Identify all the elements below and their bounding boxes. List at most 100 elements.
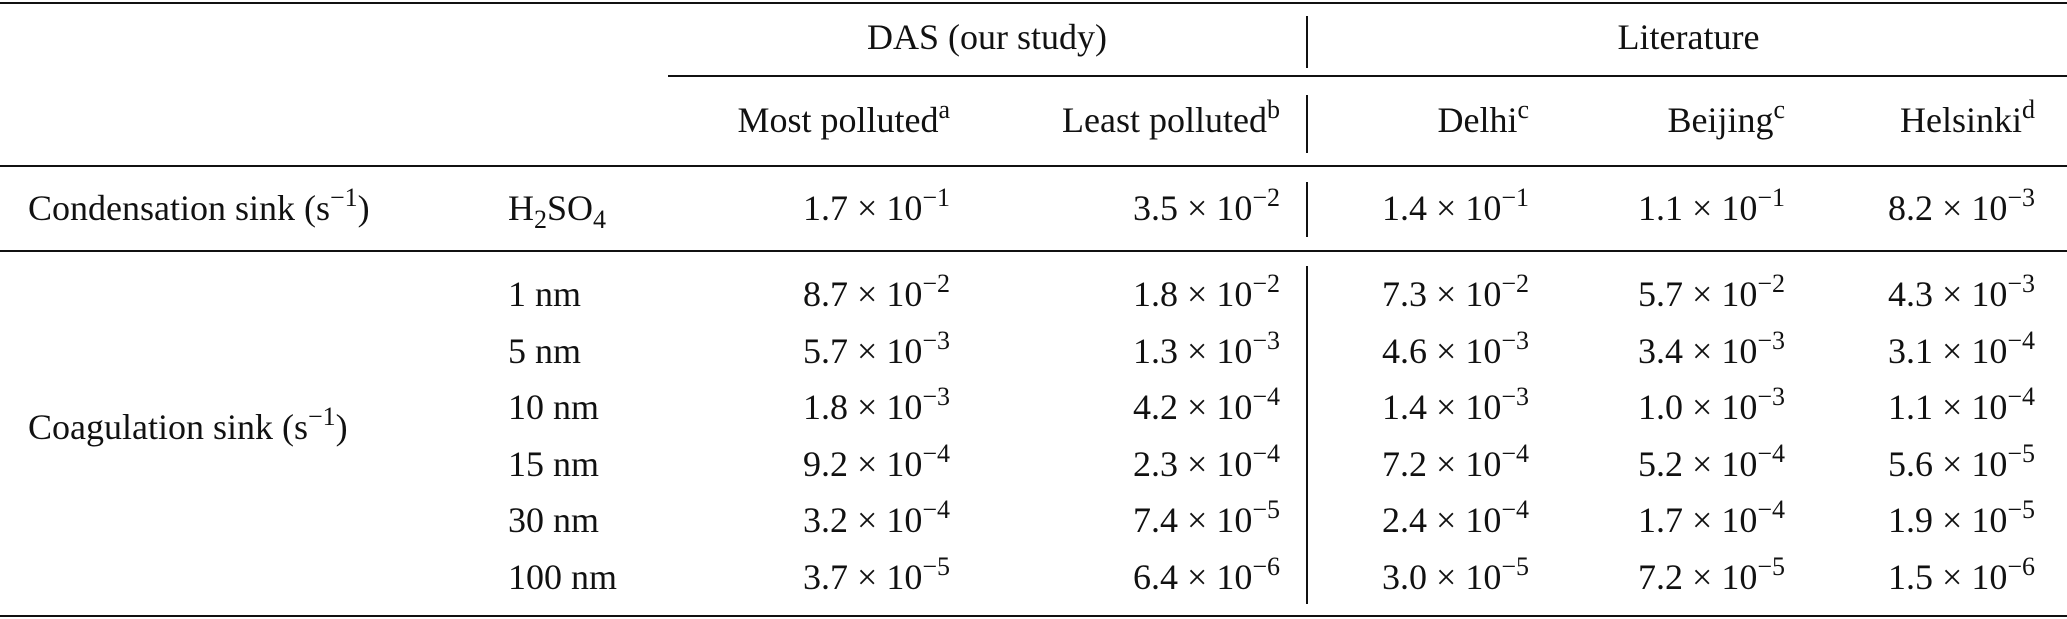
mantissa: 1.1 (1888, 387, 1943, 427)
coagulation-beijing-cell: 5.2 × 10−4 (1638, 441, 1785, 486)
times-ten: × 10 (1942, 444, 2008, 484)
exponent: −1 (922, 183, 950, 212)
coagulation-helsinki-cell: 4.3 × 10−3 (1888, 269, 2035, 316)
times-ten: × 10 (1436, 331, 1502, 371)
mantissa: 5.6 (1888, 444, 1943, 484)
condensation-least-polluted-cell: 3.5 × 10−2 (1133, 183, 1280, 230)
exponent: −5 (2007, 495, 2035, 524)
times-ten: × 10 (1692, 188, 1758, 228)
coagulation-delhi-cell: 7.2 × 10−4 (1382, 441, 1529, 486)
mantissa: 3.1 (1888, 331, 1943, 371)
exponent: −4 (2007, 382, 2035, 411)
coagulation-beijing-cell: 7.2 × 10−5 (1638, 554, 1785, 599)
times-ten: × 10 (1942, 188, 2008, 228)
times-ten: × 10 (1942, 274, 2008, 314)
exponent: −4 (2007, 326, 2035, 355)
exponent: −3 (2007, 269, 2035, 298)
mantissa: 3.0 (1382, 557, 1437, 597)
exponent: −3 (1501, 382, 1529, 411)
header-bottom-rule (0, 165, 2067, 167)
mantissa: 3.5 (1133, 188, 1188, 228)
group-header-das: DAS (our study) (867, 17, 1107, 57)
mantissa: 1.4 (1382, 188, 1437, 228)
coagulation-delhi-cell: 4.6 × 10−3 (1382, 328, 1529, 373)
times-ten: × 10 (1187, 500, 1253, 540)
condensation-species: H2SO4 (508, 188, 607, 234)
times-ten: × 10 (1436, 500, 1502, 540)
mantissa: 1.0 (1638, 387, 1693, 427)
column-header-beijing: Beijingc (1667, 95, 1785, 141)
mantissa: 7.2 (1638, 557, 1693, 597)
mantissa: 1.8 (1133, 274, 1188, 314)
coagulation-least-polluted-cell: 1.3 × 10−3 (1133, 328, 1280, 373)
exponent: −4 (1252, 439, 1280, 468)
mantissa: 4.3 (1888, 274, 1943, 314)
times-ten: × 10 (857, 500, 923, 540)
exponent: −5 (1501, 552, 1529, 581)
mantissa: 3.7 (803, 557, 858, 597)
times-ten: × 10 (1942, 387, 2008, 427)
exponent: −4 (1757, 495, 1785, 524)
times-ten: × 10 (1187, 331, 1253, 371)
mantissa: 2.4 (1382, 500, 1437, 540)
coagulation-least-polluted-cell: 6.4 × 10−6 (1133, 554, 1280, 599)
times-ten: × 10 (1436, 274, 1502, 314)
times-ten: × 10 (1942, 500, 2008, 540)
coagulation-most-polluted-cell: 3.7 × 10−5 (803, 554, 950, 599)
particle-size-label: 100 nm (508, 557, 618, 597)
times-ten: × 10 (1942, 557, 2008, 597)
mantissa: 5.7 (803, 331, 858, 371)
particle-size-label: 10 nm (508, 387, 600, 427)
coagulation-least-polluted-cell: 1.8 × 10−2 (1133, 269, 1280, 316)
coagulation-helsinki-cell: 1.1 × 10−4 (1888, 382, 2035, 429)
times-ten: × 10 (1187, 188, 1253, 228)
coagulation-beijing-cell: 5.7 × 10−2 (1638, 271, 1785, 316)
exponent: −6 (2007, 552, 2035, 581)
particle-size-label: 30 nm (508, 500, 600, 540)
mantissa: 1.7 (1638, 500, 1693, 540)
times-ten: × 10 (1942, 331, 2008, 371)
coagulation-least-polluted-cell: 4.2 × 10−4 (1133, 384, 1280, 429)
times-ten: × 10 (1436, 444, 1502, 484)
mantissa: 5.2 (1638, 444, 1693, 484)
exponent: −5 (2007, 439, 2035, 468)
times-ten: × 10 (1692, 557, 1758, 597)
times-ten: × 10 (857, 444, 923, 484)
exponent: −2 (1252, 269, 1280, 298)
group-separator-coagulation (1306, 266, 1308, 604)
group-rule (668, 75, 2067, 77)
mantissa: 3.2 (803, 500, 858, 540)
coagulation-helsinki-cell: 1.5 × 10−6 (1888, 552, 2035, 599)
top-rule (0, 2, 2067, 4)
coagulation-beijing-cell: 1.0 × 10−3 (1638, 384, 1785, 429)
column-header-least-polluted: Least pollutedb (1062, 95, 1280, 141)
coagulation-beijing-cell: 1.7 × 10−4 (1638, 495, 1785, 542)
coagulation-most-polluted-cell: 3.2 × 10−4 (803, 497, 950, 542)
exponent: −2 (1252, 183, 1280, 212)
mantissa: 2.3 (1133, 444, 1188, 484)
coagulation-most-polluted-cell: 9.2 × 10−4 (803, 441, 950, 486)
condensation-most-polluted-cell: 1.7 × 10−1 (803, 183, 950, 230)
times-ten: × 10 (1692, 500, 1758, 540)
exponent: −2 (1501, 269, 1529, 298)
mantissa: 1.3 (1133, 331, 1188, 371)
times-ten: × 10 (857, 274, 923, 314)
coagulation-delhi-cell: 1.4 × 10−3 (1382, 382, 1529, 429)
coagulation-beijing-cell: 3.4 × 10−3 (1638, 328, 1785, 373)
group-separator-condensation (1306, 182, 1308, 237)
mantissa: 1.7 (803, 188, 858, 228)
times-ten: × 10 (1692, 331, 1758, 371)
times-ten: × 10 (1187, 444, 1253, 484)
column-header-most-polluted: Most polluteda (737, 95, 950, 141)
condensation-beijing-cell: 1.1 × 10−1 (1638, 183, 1785, 230)
times-ten: × 10 (857, 331, 923, 371)
mantissa: 9.2 (803, 444, 858, 484)
coagulation-sink-label: Coagulation sink (s−1) (28, 402, 348, 448)
times-ten: × 10 (1692, 444, 1758, 484)
group-separator-header (1306, 16, 1308, 68)
times-ten: × 10 (1187, 557, 1253, 597)
exponent: −1 (1757, 183, 1785, 212)
column-header-helsinki: Helsinkid (1900, 95, 2035, 141)
column-header-delhi: Delhic (1437, 95, 1529, 141)
bottom-rule (0, 615, 2067, 617)
